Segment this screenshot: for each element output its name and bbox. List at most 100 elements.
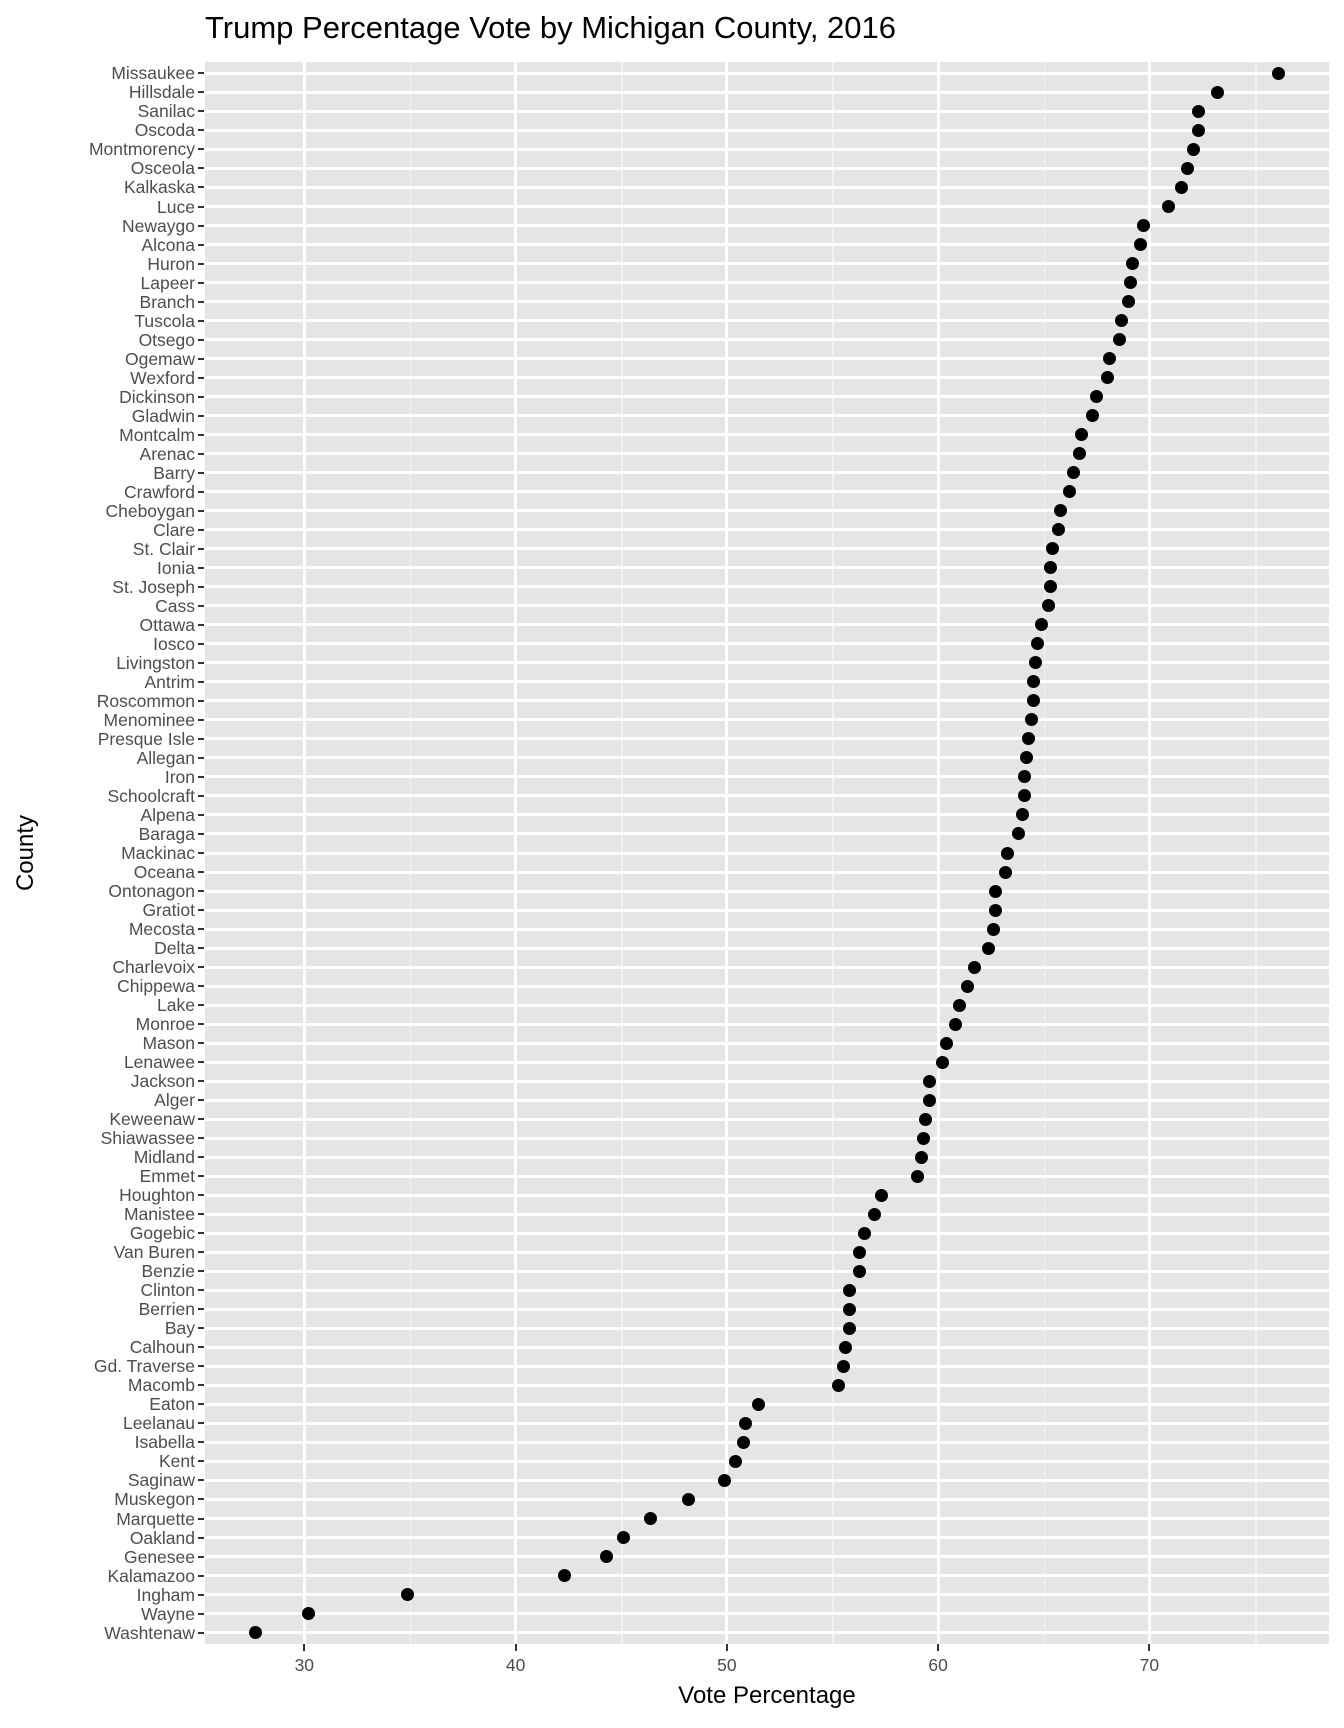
y-tick-label: Iosco: [153, 633, 195, 654]
y-tick-mark: [198, 1346, 204, 1349]
row-gridline: [205, 870, 1329, 874]
x-tick-mark: [303, 1644, 306, 1651]
row-gridline: [205, 509, 1329, 513]
y-tick-label: Ontonagon: [108, 881, 195, 902]
y-tick-label: Newaygo: [122, 215, 195, 236]
y-tick-label: Shiawassee: [100, 1128, 195, 1149]
row-gridline: [205, 1174, 1329, 1178]
y-tick-label: Gogebic: [129, 1223, 195, 1244]
y-tick-label: Alcona: [141, 234, 195, 255]
row-gridline: [205, 1136, 1329, 1140]
y-tick-mark: [198, 985, 204, 988]
data-point: [1191, 123, 1205, 137]
data-point: [1043, 580, 1057, 594]
y-tick-mark: [198, 395, 204, 398]
row-gridline: [205, 147, 1329, 151]
y-tick-mark: [198, 1156, 204, 1159]
data-point: [916, 1131, 930, 1145]
data-point: [1018, 789, 1032, 803]
row-gridline: [205, 1555, 1329, 1559]
data-point: [644, 1512, 658, 1525]
y-tick-label: Huron: [147, 253, 195, 274]
y-tick-label: Allegan: [136, 747, 195, 768]
y-tick-label: Lenawee: [123, 1052, 195, 1073]
y-tick-label: Presque Isle: [97, 728, 195, 749]
y-tick-mark: [198, 737, 204, 740]
y-tick-mark: [198, 661, 204, 664]
data-point: [868, 1207, 882, 1221]
data-point: [1090, 390, 1104, 404]
data-point: [923, 1093, 937, 1107]
y-tick-label: Emmet: [139, 1166, 195, 1187]
y-tick-mark: [198, 1403, 204, 1406]
row-gridline: [205, 908, 1329, 912]
y-tick-label: Kalkaska: [123, 177, 195, 198]
row-gridline: [205, 680, 1329, 684]
data-point: [752, 1397, 766, 1411]
row-gridline: [205, 1326, 1329, 1330]
data-point: [1187, 142, 1201, 156]
data-point: [1210, 85, 1224, 99]
x-tick-label: 30: [294, 1655, 315, 1675]
row-gridline: [205, 1612, 1329, 1616]
row-gridline: [205, 528, 1329, 532]
y-tick-label: Calhoun: [129, 1337, 195, 1358]
data-point: [836, 1359, 850, 1373]
x-tick-mark: [725, 1644, 728, 1651]
y-tick-label: Dickinson: [119, 386, 195, 407]
row-gridline: [205, 1593, 1329, 1597]
y-tick-mark: [198, 1194, 204, 1197]
row-gridline: [205, 224, 1329, 228]
y-tick-mark: [198, 186, 204, 189]
row-gridline: [205, 71, 1329, 75]
y-tick-label: Gratiot: [142, 900, 195, 921]
data-point: [1180, 161, 1194, 175]
y-tick-mark: [198, 1593, 204, 1596]
row-gridline: [205, 281, 1329, 285]
y-tick-label: Berrien: [138, 1299, 195, 1320]
y-tick-label: Schoolcraft: [107, 785, 195, 806]
x-tick-label: 60: [928, 1655, 948, 1675]
y-axis-title: County: [12, 814, 39, 892]
row-gridline: [205, 737, 1329, 741]
data-point: [1100, 371, 1114, 385]
y-tick-mark: [198, 1517, 204, 1520]
x-tick-mark: [514, 1644, 517, 1651]
row-gridline: [205, 1117, 1329, 1121]
data-point: [1121, 295, 1135, 309]
y-tick-mark: [198, 852, 204, 854]
y-tick-label: Gd. Traverse: [93, 1356, 195, 1377]
row-gridline: [205, 357, 1329, 361]
row-gridline: [205, 1079, 1329, 1083]
y-tick-label: Benzie: [141, 1261, 195, 1282]
y-tick-mark: [198, 167, 204, 170]
data-point: [918, 1112, 932, 1126]
y-tick-mark: [198, 357, 204, 360]
data-point: [739, 1416, 753, 1430]
row-gridline: [205, 585, 1329, 589]
data-point: [249, 1626, 263, 1640]
data-point: [832, 1378, 846, 1392]
y-tick-mark: [198, 262, 204, 265]
y-tick-label: Chippewa: [117, 976, 195, 997]
data-point: [1041, 599, 1055, 613]
y-tick-mark: [198, 243, 204, 246]
y-tick-label: St. Clair: [132, 538, 195, 559]
y-tick-label: Cass: [155, 595, 195, 616]
y-tick-mark: [198, 224, 204, 227]
y-tick-label: Branch: [139, 291, 195, 312]
row-gridline: [205, 414, 1329, 418]
y-tick-mark: [198, 1213, 204, 1216]
y-tick-label: Jackson: [130, 1071, 195, 1092]
row-gridline: [205, 433, 1329, 437]
data-point: [842, 1302, 856, 1316]
y-tick-label: Delta: [154, 938, 195, 959]
y-tick-label: Sanilac: [137, 101, 195, 122]
y-tick-label: Tuscola: [134, 310, 195, 331]
y-tick-label: Arenac: [139, 443, 195, 464]
data-point: [302, 1607, 316, 1621]
y-tick-label: Genesee: [123, 1546, 195, 1567]
y-tick-label: Charlevoix: [112, 957, 195, 978]
y-tick-mark: [198, 1042, 204, 1045]
row-gridline: [205, 661, 1329, 665]
